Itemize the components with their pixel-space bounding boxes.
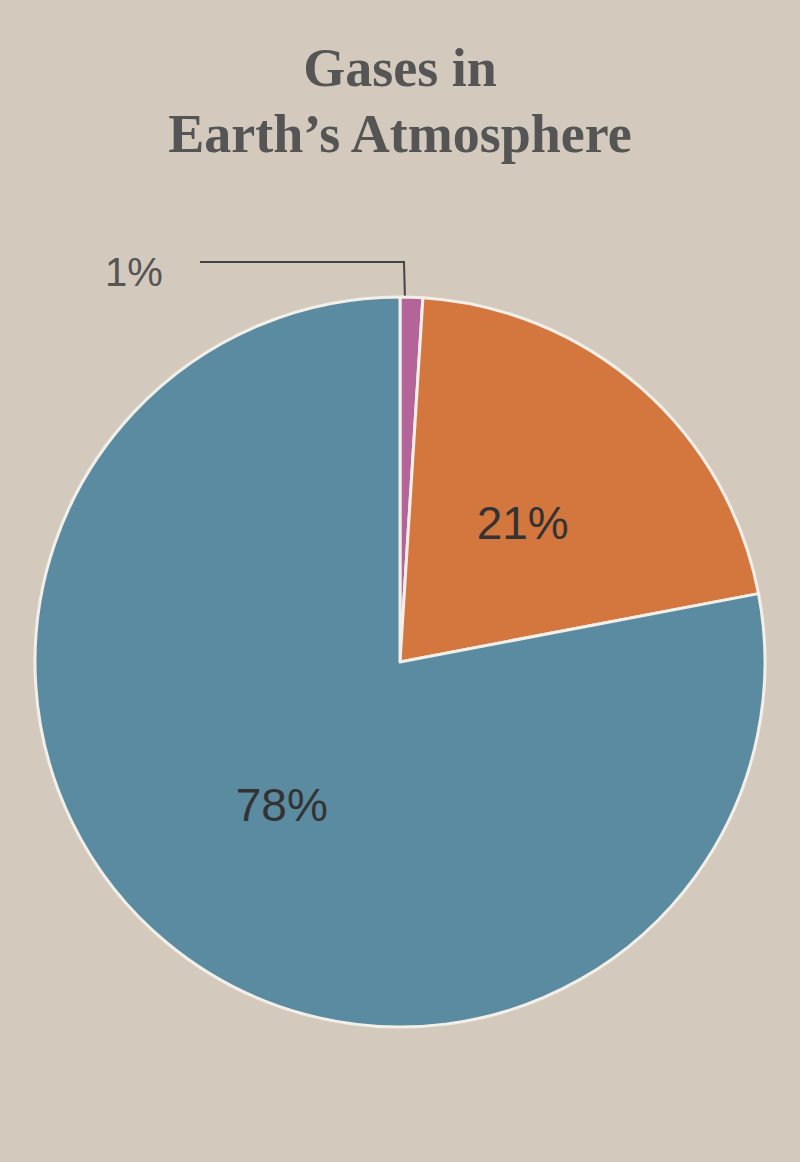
svg-text:1%: 1% <box>105 250 163 294</box>
svg-text:Gases in: Gases in <box>303 38 497 98</box>
svg-text:Earth’s Atmosphere: Earth’s Atmosphere <box>168 104 631 164</box>
svg-text:78%: 78% <box>236 779 328 831</box>
svg-text:21%: 21% <box>477 497 569 549</box>
